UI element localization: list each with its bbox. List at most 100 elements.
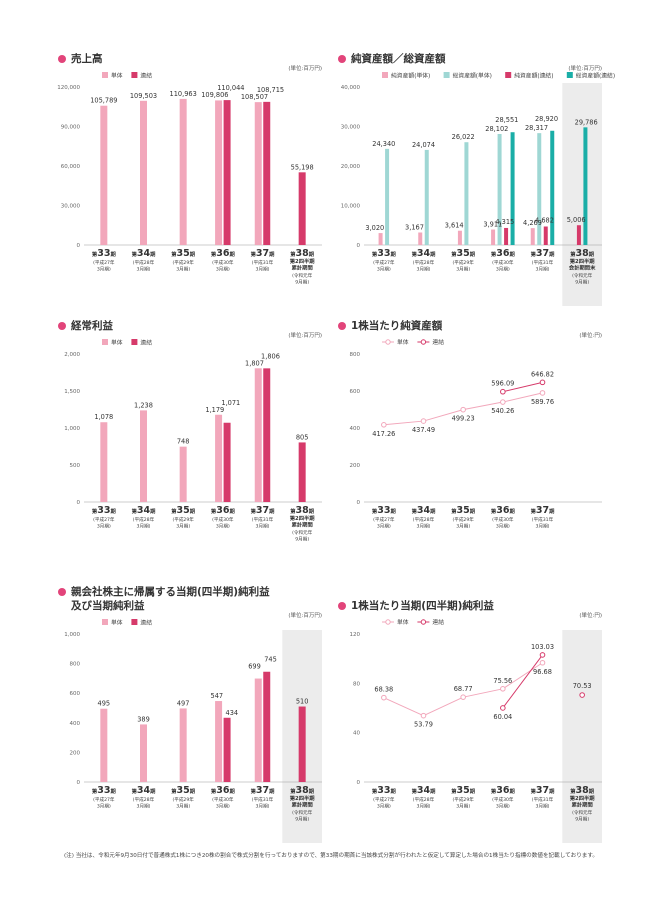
y-tick-label: 400 — [70, 721, 81, 727]
title-bullet-icon — [58, 588, 66, 596]
legend-swatch — [382, 72, 388, 78]
y-tick-label: 30,000 — [61, 204, 81, 210]
y-tick-label: 90,000 — [61, 125, 81, 131]
data-label: 108,715 — [257, 86, 284, 94]
legend-label: 連結 — [140, 72, 152, 80]
data-label: 28,317 — [525, 124, 548, 132]
x-tick-label: 第33期 — [91, 248, 117, 259]
x-tick-era: (平成29年 — [452, 259, 474, 266]
x-tick-month: 3月期) — [137, 804, 151, 810]
data-label: 745 — [264, 656, 277, 664]
data-label: 495 — [98, 700, 111, 708]
data-point — [460, 694, 466, 700]
x-tick-era: (平成27年 — [373, 259, 395, 266]
x-tick-label: 第34期 — [411, 505, 437, 516]
data-label: 4,269 — [523, 219, 542, 227]
plot-background — [58, 350, 322, 563]
y-tick-label: 0 — [357, 243, 361, 249]
chart-title-text: 親会社株主に帰属する当期(四半期)純利益 — [71, 586, 270, 598]
series-line — [502, 662, 543, 690]
data-label: 53.79 — [414, 721, 433, 729]
legend-label: 総資産額(単体) — [453, 72, 492, 80]
x-tick-era: (平成31年 — [252, 516, 274, 523]
x-tick-month: 3月期) — [456, 804, 470, 810]
x-tick-label: 第35期 — [450, 248, 476, 259]
data-label: 1,806 — [261, 352, 280, 360]
x-tick-month: 3月期) — [456, 267, 470, 273]
data-point — [500, 686, 506, 692]
data-point — [539, 390, 546, 396]
legend-label: 総資産額(連結) — [576, 72, 615, 80]
plot-background — [338, 630, 602, 843]
data-label: 28,551 — [495, 116, 518, 124]
y-tick-label: 0 — [357, 780, 361, 786]
legend-swatch — [131, 619, 138, 625]
data-label: 70.53 — [573, 682, 592, 690]
x-tick-label: 第35期 — [170, 505, 196, 516]
x-tick-month: 3月期) — [417, 524, 431, 530]
data-label: 389 — [137, 715, 150, 723]
x-tick-era: (令和元年 — [292, 272, 313, 279]
bar — [457, 230, 462, 245]
x-tick-month: 3月期) — [97, 524, 111, 530]
data-point — [500, 705, 506, 711]
x-tick-era: (平成31年 — [252, 259, 274, 266]
y-tick-label: 30,000 — [341, 125, 361, 131]
chart-svg: 0 40 80 120 単体 連結 68.38 53.79 68.77 75.56 60.04 96.… — [338, 618, 602, 843]
x-tick-era: (平成31年 — [532, 259, 554, 266]
y-tick-label: 80 — [353, 681, 360, 687]
data-label: 24,340 — [372, 140, 395, 148]
chart-svg: 0 10,000 20,000 30,000 40,000 純資産額(単体) 総資産額(単体… — [338, 72, 615, 306]
data-point — [579, 692, 585, 698]
x-tick-label: 第35期 — [450, 785, 476, 796]
y-tick-label: 0 — [77, 243, 81, 249]
legend-label: 単体 — [397, 618, 409, 626]
data-point — [381, 694, 387, 701]
x-tick-month: 9月期) — [575, 817, 589, 823]
bar — [385, 148, 390, 245]
series-line — [383, 420, 424, 426]
bar — [576, 225, 581, 245]
x-tick-month: 3月期) — [536, 804, 550, 810]
x-tick-era: (平成29年 — [172, 259, 194, 266]
x-tick-month: 3月期) — [496, 524, 510, 530]
chart-sales: 0 30,000 60,000 90,000 120,000 単体 連結 105,789 109… — [57, 72, 322, 308]
legend-label: 連結 — [432, 338, 444, 346]
y-tick-label: 60,000 — [61, 164, 81, 170]
chart-title: 売上高 — [58, 52, 103, 66]
data-point — [460, 406, 466, 413]
data-label: 805 — [296, 433, 309, 441]
x-tick-label: 第36期 — [490, 785, 516, 796]
data-label: 75.56 — [493, 677, 512, 685]
y-tick-label: 600 — [350, 389, 361, 395]
x-tick-era: (平成30年 — [492, 259, 514, 266]
chart-title-text: 売上高 — [71, 53, 103, 65]
x-tick-month: 3月期) — [256, 804, 270, 810]
y-tick-label: 2,000 — [64, 352, 80, 358]
chart-bps: 0 200 400 600 800 単体 連結 417.26 437.49 499.23 540.2… — [338, 338, 602, 565]
plot-background — [338, 350, 602, 563]
chart-title-text: 1株当たり純資産額 — [351, 320, 443, 332]
bar — [140, 410, 147, 502]
data-label: 1,807 — [245, 359, 264, 367]
x-tick-month: 3月期) — [216, 804, 230, 810]
x-tick-era: (平成30年 — [212, 516, 234, 523]
chart-net-income: 0 200 400 600 800 1,000 単体 連結 495 389 497 547 434 699… — [58, 619, 322, 845]
y-tick-label: 40,000 — [341, 85, 361, 91]
x-tick-era: (平成30年 — [492, 516, 514, 523]
x-tick-era: (平成31年 — [532, 516, 554, 523]
plot-background — [58, 83, 322, 306]
data-label: 646.82 — [531, 370, 554, 378]
x-tick-month: 9月期) — [295, 537, 309, 543]
x-tick-label: 第33期 — [371, 785, 397, 796]
x-tick-sublabel: 第2四半期 — [289, 514, 316, 522]
bar — [378, 233, 383, 245]
legend-swatch — [102, 72, 108, 78]
panel-net-income: 親会社株主に帰属する当期(四半期)純利益 及び当期純利益 (単位:百万円) 0 20… — [58, 585, 322, 843]
bar — [464, 142, 469, 245]
x-tick-label: 第33期 — [371, 505, 397, 516]
x-tick-month: 3月期) — [377, 267, 391, 273]
bar — [100, 708, 108, 782]
data-label: 1,179 — [205, 406, 224, 414]
legend-label: 連結 — [432, 618, 444, 626]
